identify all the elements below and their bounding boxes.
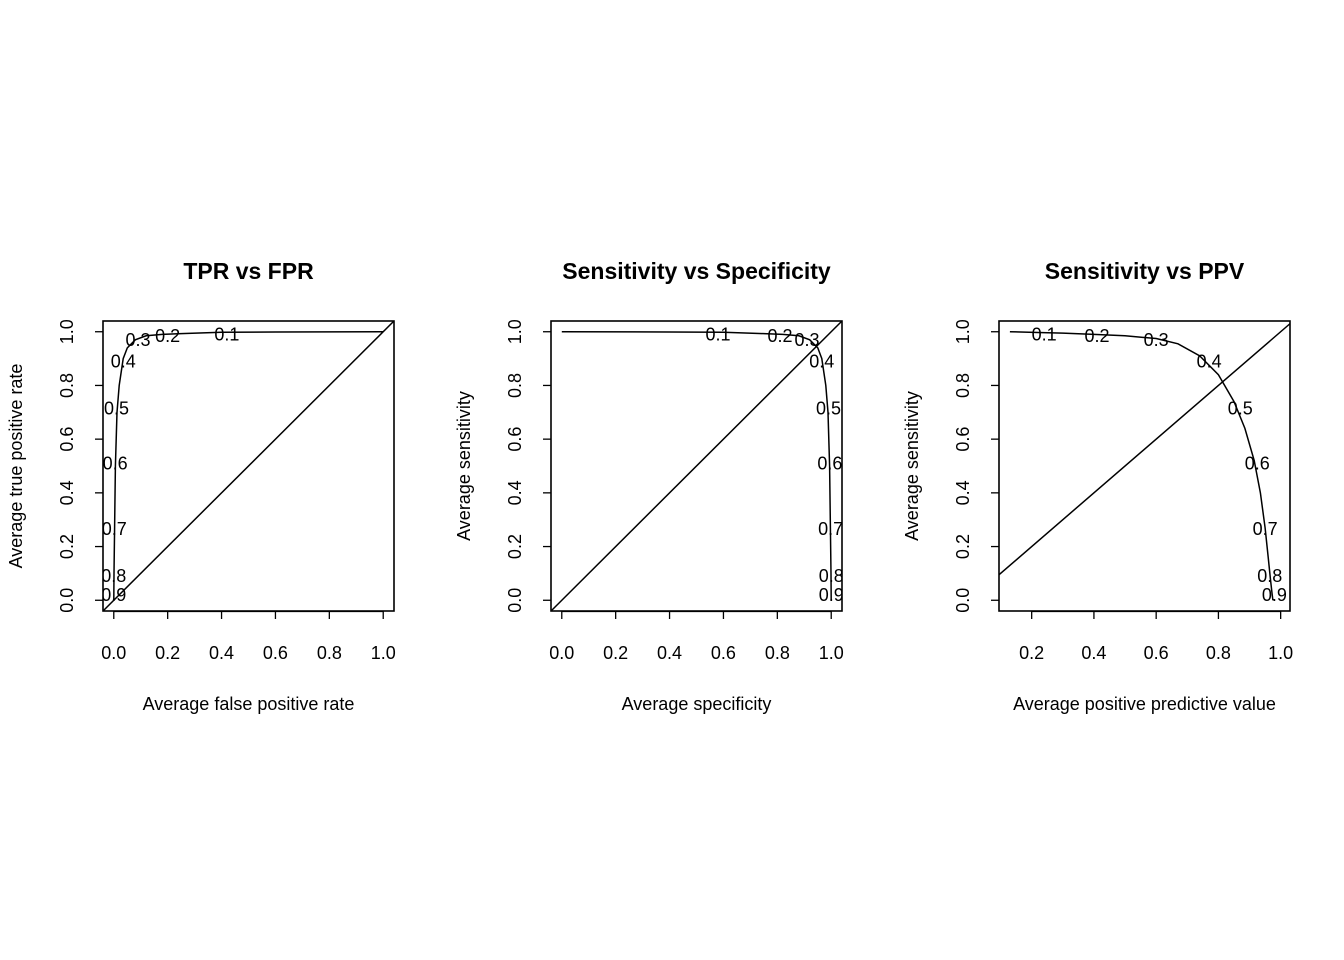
panel-sensitivity-vs-ppv: Sensitivity vs PPV Average positive pred… xyxy=(902,258,1293,714)
x-tick-label: 0.0 xyxy=(549,643,574,663)
cutoff-label: 0.7 xyxy=(102,519,127,539)
y-tick-label: 0.4 xyxy=(57,480,77,505)
x-tick-label: 0.2 xyxy=(1019,643,1044,663)
plot-area: 0.1 0.20.30.4 0.5 0.6 0.7 0.80.9 xyxy=(101,321,394,611)
cutoff-label: 0.9 xyxy=(819,585,844,605)
cutoff-label: 0.1 xyxy=(1032,324,1057,344)
y-tick-label: 0.8 xyxy=(953,373,973,398)
y-tick-label: 0.6 xyxy=(953,427,973,452)
x-axis-label: Average false positive rate xyxy=(143,694,355,714)
chart-title: Sensitivity vs PPV xyxy=(1045,258,1245,284)
cutoff-label: 0.3 xyxy=(126,330,151,350)
y-tick-label: 0.0 xyxy=(953,588,973,613)
cutoff-label: 0.5 xyxy=(1228,398,1253,418)
y-axis-label: Average sensitivity xyxy=(454,391,474,541)
x-axis-label: Average positive predictive value xyxy=(1013,694,1276,714)
cutoff-label: 0.6 xyxy=(817,453,842,473)
cutoff-label: 0.7 xyxy=(1253,519,1278,539)
x-tick-label: 0.6 xyxy=(263,643,288,663)
y-tick-label: 0.6 xyxy=(57,427,77,452)
cutoff-label: 0.5 xyxy=(104,398,129,418)
cutoff-label: 0.1 xyxy=(214,324,239,344)
chart-title: TPR vs FPR xyxy=(183,258,314,284)
y-axis-label: Average true positive rate xyxy=(6,364,26,569)
y-tick-label: 0.4 xyxy=(953,480,973,505)
y-tick-label: 0.8 xyxy=(505,373,525,398)
x-tick-label: 0.4 xyxy=(657,643,682,663)
cutoff-label: 0.1 xyxy=(706,324,731,344)
y-tick-label: 0.6 xyxy=(505,427,525,452)
cutoff-label: 0.4 xyxy=(111,351,136,371)
x-tick-label: 1.0 xyxy=(819,643,844,663)
cutoff-label: 0.6 xyxy=(103,453,128,473)
x-tick-label: 0.6 xyxy=(1144,643,1169,663)
x-tick-label: 0.0 xyxy=(101,643,126,663)
plot-area: 0.1 0.2 0.3 0.4 0.5 0.6 0.7 0.80.9 xyxy=(999,322,1290,605)
y-tick-label: 0.4 xyxy=(505,480,525,505)
x-tick-label: 0.4 xyxy=(1081,643,1106,663)
x-tick-label: 0.2 xyxy=(155,643,180,663)
x-axis-label: Average specificity xyxy=(622,694,772,714)
cutoff-label: 0.9 xyxy=(101,585,126,605)
x-tick-label: 1.0 xyxy=(371,643,396,663)
cutoff-label: 0.2 xyxy=(768,326,793,346)
x-tick-label: 0.8 xyxy=(765,643,790,663)
curve-line xyxy=(113,330,384,601)
diagonal-reference-line xyxy=(103,321,394,611)
y-tick-label: 1.0 xyxy=(57,319,77,344)
panel-tpr-vs-fpr: TPR vs FPR Average false positive rate A… xyxy=(6,258,396,714)
cutoff-label: 0.4 xyxy=(1197,351,1222,371)
cutoff-label: 0.2 xyxy=(1085,326,1110,346)
y-tick-label: 1.0 xyxy=(953,319,973,344)
curve-line xyxy=(1009,330,1274,601)
panel-sensitivity-vs-specificity: Sensitivity vs Specificity Average speci… xyxy=(454,258,844,714)
cutoff-label: 0.5 xyxy=(816,398,841,418)
cutoff-label: 0.2 xyxy=(155,326,180,346)
y-tick-label: 0.8 xyxy=(57,373,77,398)
x-tick-label: 0.8 xyxy=(1206,643,1231,663)
y-axis-label: Average sensitivity xyxy=(902,391,922,541)
x-tick-label: 1.0 xyxy=(1268,643,1293,663)
cutoff-label: 0.7 xyxy=(818,519,843,539)
cutoff-label: 0.3 xyxy=(1144,330,1169,350)
y-tick-label: 0.2 xyxy=(505,534,525,559)
y-tick-label: 0.2 xyxy=(57,534,77,559)
y-tick-label: 0.2 xyxy=(953,534,973,559)
y-tick-label: 0.0 xyxy=(505,588,525,613)
chart-title: Sensitivity vs Specificity xyxy=(562,258,831,284)
cutoff-label: 0.9 xyxy=(1262,585,1287,605)
cutoff-label: 0.4 xyxy=(809,351,834,371)
y-tick-label: 0.0 xyxy=(57,588,77,613)
cutoff-label: 0.8 xyxy=(819,566,844,586)
x-tick-label: 0.2 xyxy=(603,643,628,663)
x-tick-label: 0.4 xyxy=(209,643,234,663)
cutoff-label: 0.8 xyxy=(101,566,126,586)
x-tick-label: 0.8 xyxy=(317,643,342,663)
diagonal-reference-line xyxy=(551,321,842,611)
x-tick-label: 0.6 xyxy=(711,643,736,663)
cutoff-label: 0.3 xyxy=(794,330,819,350)
curve-line xyxy=(561,330,832,601)
diagonal-reference-line xyxy=(999,322,1290,576)
cutoff-label: 0.8 xyxy=(1257,566,1282,586)
y-tick-label: 1.0 xyxy=(505,319,525,344)
cutoff-label: 0.6 xyxy=(1245,453,1270,473)
